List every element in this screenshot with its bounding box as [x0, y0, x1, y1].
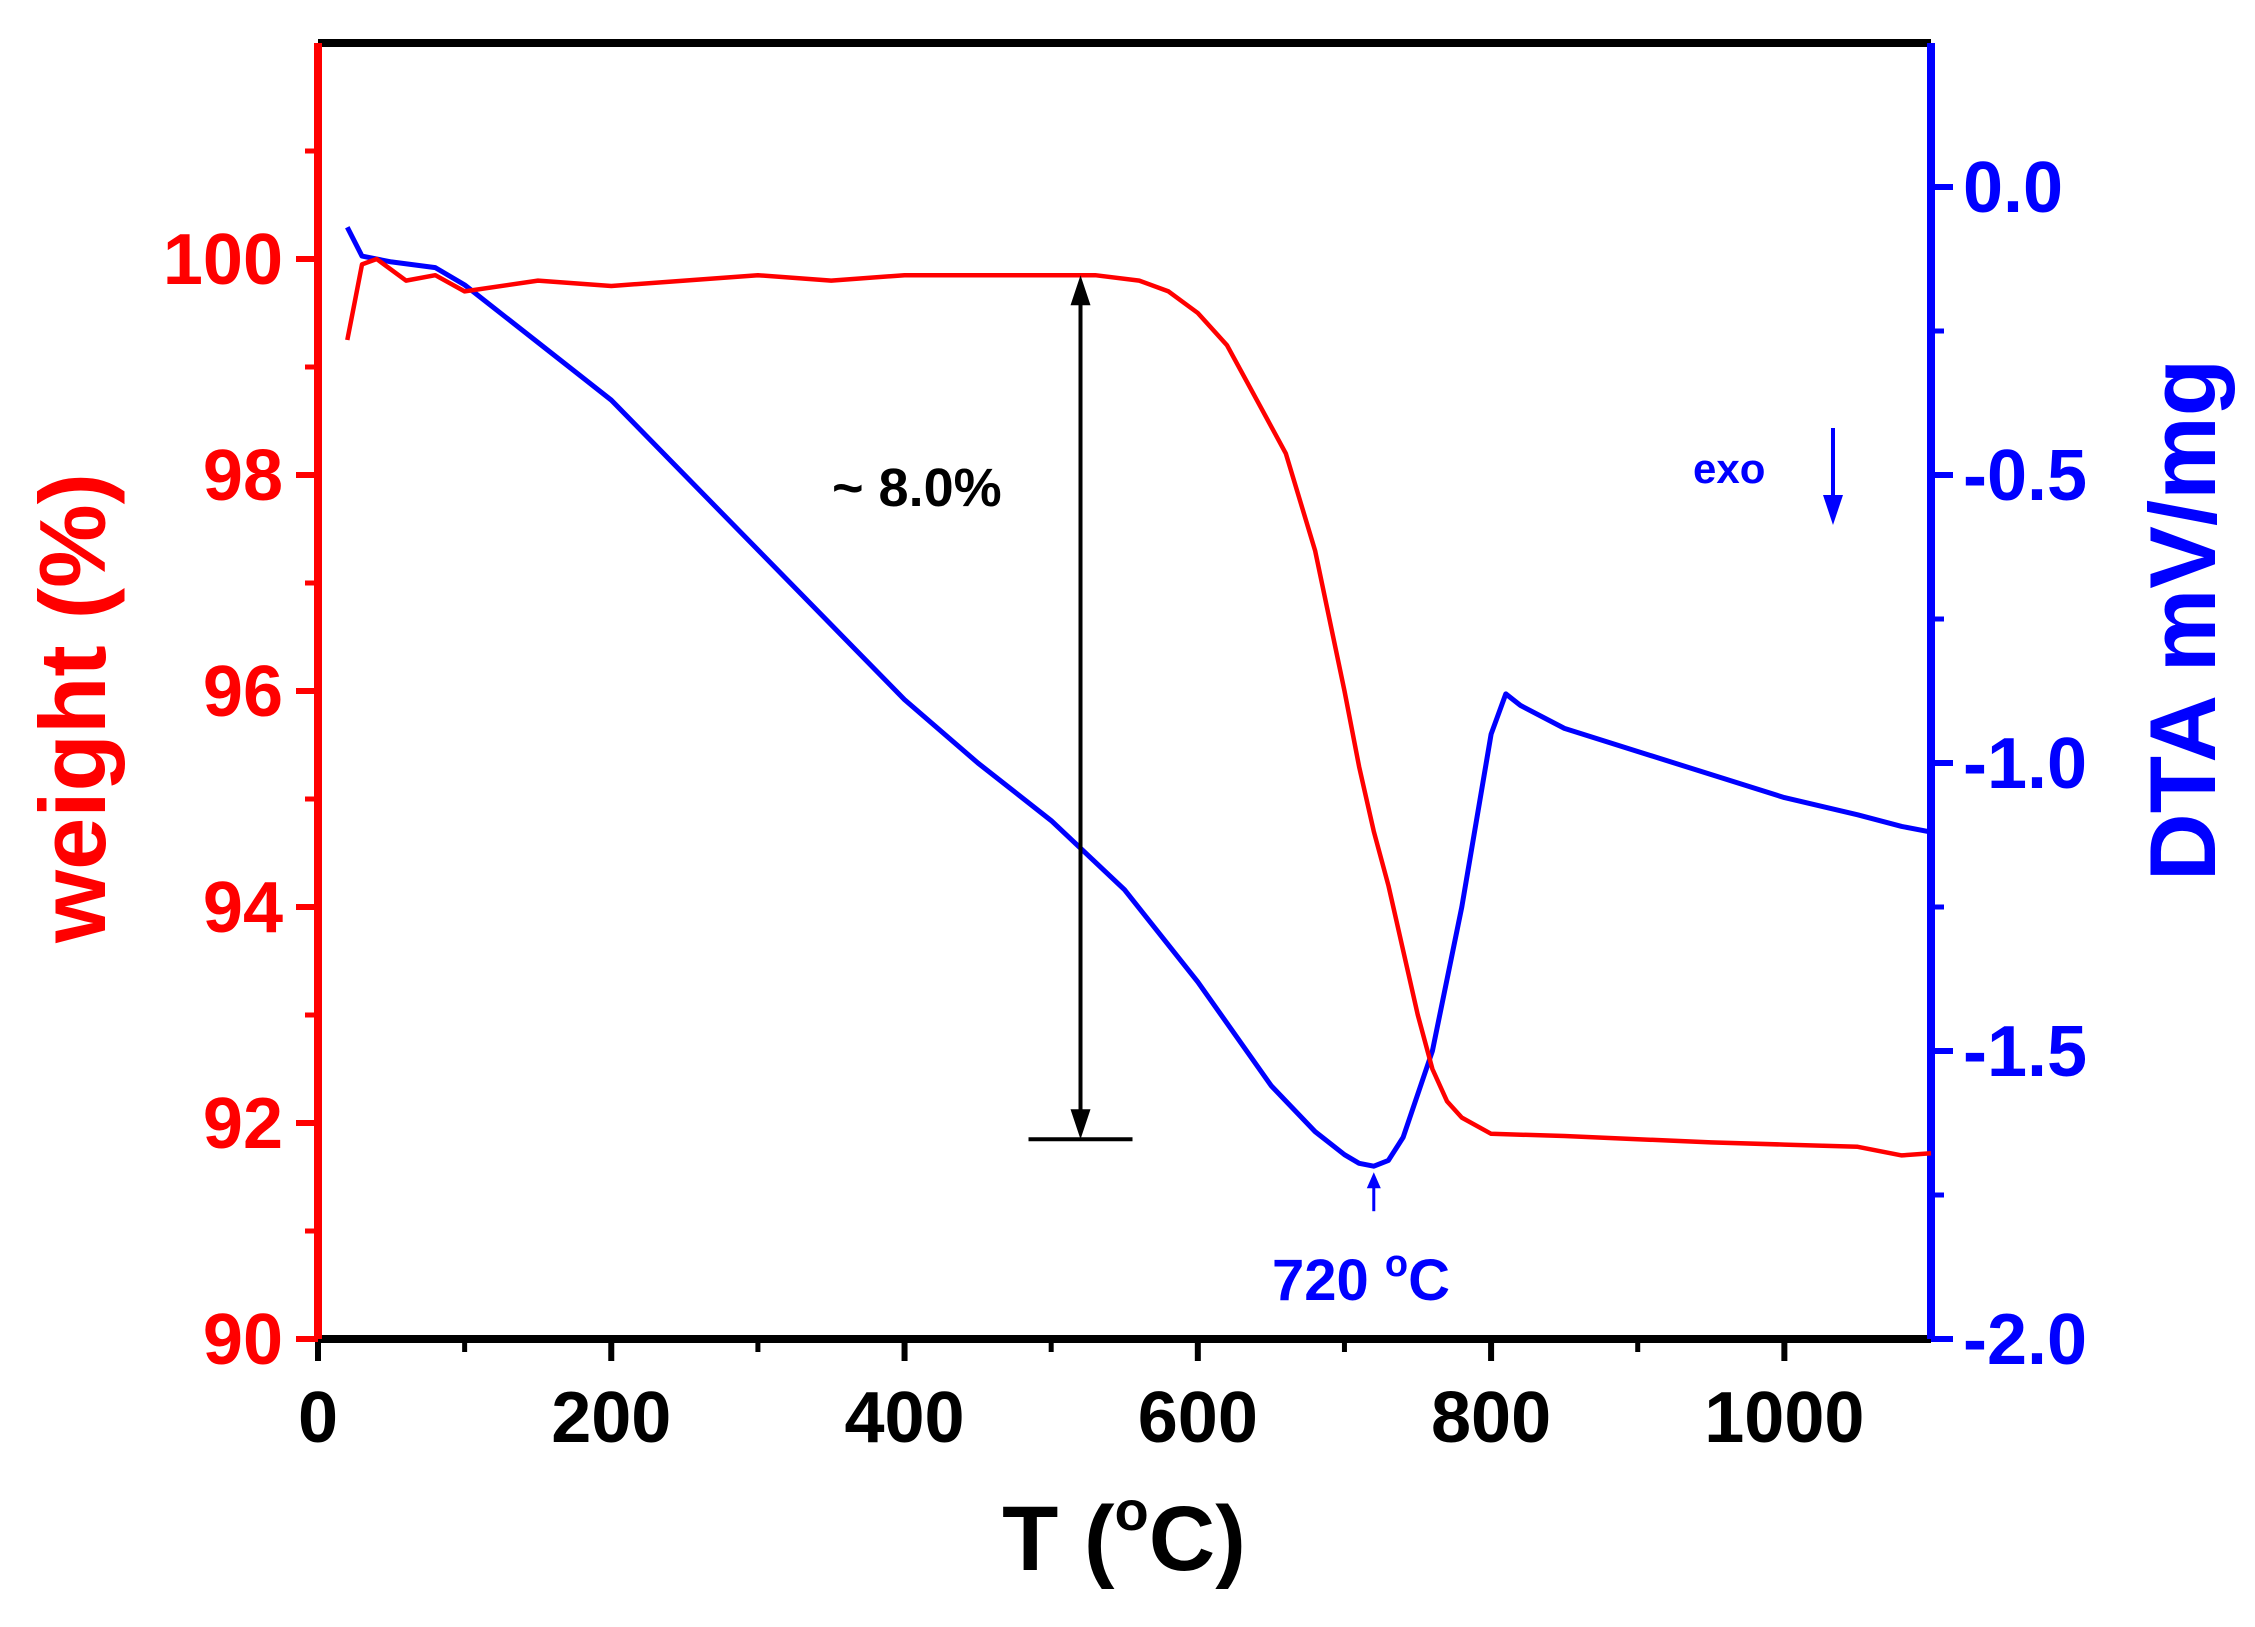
peak-label: 720 oC [1272, 1243, 1450, 1313]
x-tick-label: 400 [844, 1378, 964, 1458]
y-right-tick-label: 0.0 [1963, 148, 2063, 228]
mass-loss-label: ~ 8.0% [832, 458, 1002, 518]
exo-label: exo [1693, 445, 1765, 492]
y-left-tick-label: 94 [203, 868, 283, 948]
y-left-tick-label: 100 [163, 220, 283, 300]
weight-series-line [345, 256, 1932, 1158]
peak-arrow-head-icon [1366, 1172, 1381, 1189]
dta-series-line [345, 226, 1932, 1169]
y-right-tick-label: -0.5 [1963, 436, 2087, 516]
tick-labels: 0 200 400 600 800 1000 90 92 94 96 98 100 -2.0 -1.5 -1… [163, 148, 2087, 1458]
x-tick-label: 1000 [1704, 1378, 1864, 1458]
x-tick-label: 200 [551, 1378, 671, 1458]
x-tick-label: 0 [298, 1378, 338, 1458]
y-left-tick-label: 98 [203, 436, 283, 516]
y-left-tick-label: 90 [203, 1300, 283, 1380]
exo-arrow-down-icon [1823, 495, 1843, 525]
y-left-tick-label: 92 [203, 1084, 283, 1164]
mass-loss-arrow-up-icon [1070, 275, 1091, 306]
right-y-axis-title: DTA mV/mg [2130, 359, 2235, 881]
y-left-tick-label: 96 [203, 652, 283, 732]
x-tick-label: 600 [1138, 1378, 1258, 1458]
left-y-axis-title: weight (%) [20, 473, 125, 944]
y-right-tick-label: -1.5 [1963, 1012, 2087, 1092]
x-tick-label: 800 [1431, 1378, 1551, 1458]
mass-loss-arrow-down-icon [1070, 1109, 1091, 1140]
x-axis-title: T (oC) [1002, 1479, 1246, 1590]
tick-marks [296, 148, 1953, 1361]
y-right-tick-label: -1.0 [1963, 724, 2087, 804]
y-right-tick-label: -2.0 [1963, 1300, 2087, 1380]
